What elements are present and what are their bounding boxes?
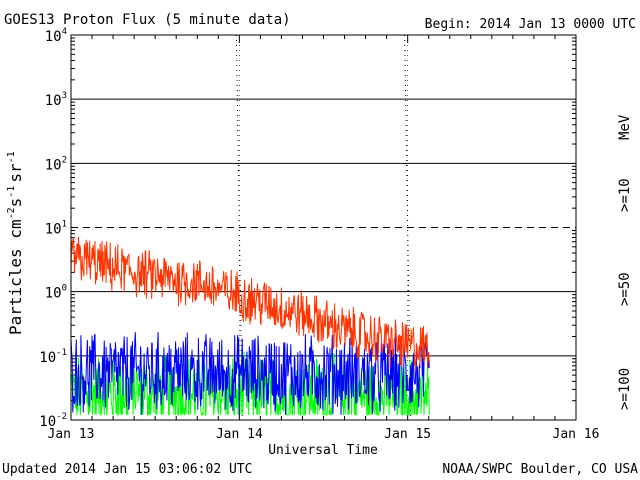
y-tick-exponent: -1 xyxy=(56,348,67,358)
y-tick-base: 10 xyxy=(39,350,56,366)
y-tick-exponent: -2 xyxy=(56,412,67,422)
y-tick-label: 10-2 xyxy=(39,412,67,430)
y-tick-label: 104 xyxy=(45,27,67,45)
day-marker-jan-15 xyxy=(404,34,412,421)
day-marker-jan-14 xyxy=(235,34,243,421)
y-tick-exponent: 4 xyxy=(62,27,67,37)
y-tick-base: 10 xyxy=(45,286,62,302)
legend-100mev: >=100 xyxy=(617,368,633,410)
x-tick-label: Jan 16 xyxy=(553,427,600,442)
y-tick-exponent: 2 xyxy=(62,155,67,165)
credit-label: NOAA/SWPC Boulder, CO USA xyxy=(442,462,638,477)
minor-ticks xyxy=(70,35,577,420)
y-tick-base: 10 xyxy=(45,157,62,173)
updated-timestamp: Updated 2014 Jan 15 03:06:02 UTC xyxy=(2,462,252,477)
plot-frame xyxy=(70,34,577,421)
y-tick-exponent: 1 xyxy=(62,220,67,230)
x-axis-label: Universal Time xyxy=(268,443,378,458)
legend-50mev: >=50 xyxy=(617,272,633,306)
y-tick-label: 101 xyxy=(45,220,67,238)
legend-unit: MeV xyxy=(617,114,633,140)
y-tick-label: 10-1 xyxy=(39,348,67,366)
series-line-gte-100 xyxy=(70,351,430,417)
series-line-gte-10 xyxy=(70,236,430,371)
begin-label: Begin: 2014 Jan 13 0000 UTC xyxy=(425,17,636,32)
x-tick-label: Jan 13 xyxy=(48,427,95,442)
y-tick-exponent: 3 xyxy=(62,91,67,101)
y-tick-label: 103 xyxy=(45,91,67,109)
data-series xyxy=(70,236,430,417)
y-tick-base: 10 xyxy=(39,414,56,430)
y-tick-label: 102 xyxy=(45,155,67,173)
y-tick-label: 100 xyxy=(45,284,67,302)
x-tick-labels: Jan 13 Jan 14 Jan 15 Jan 16 xyxy=(48,427,600,442)
y-tick-exponent: 0 xyxy=(62,284,67,294)
x-tick-label: Jan 15 xyxy=(384,427,431,442)
x-tick-label: Jan 14 xyxy=(216,427,263,442)
y-tick-base: 10 xyxy=(45,222,62,238)
y-axis-label: Particles cm-2s-1sr-1 xyxy=(6,151,25,335)
y-tick-base: 10 xyxy=(45,29,62,45)
chart-title: GOES13 Proton Flux (5 minute data) xyxy=(4,12,291,28)
legend-10mev: >=10 xyxy=(617,178,633,212)
y-tick-base: 10 xyxy=(45,93,62,109)
